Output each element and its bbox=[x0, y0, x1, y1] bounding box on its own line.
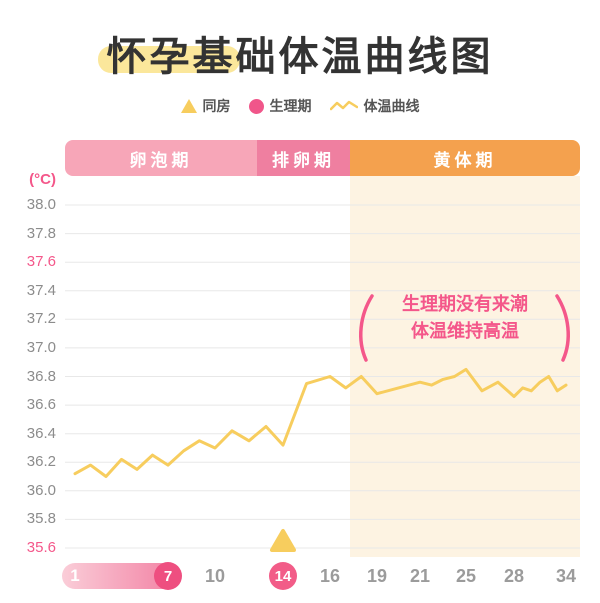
y-tick-label-37.8: 37.8 bbox=[26, 224, 56, 242]
title-highlight bbox=[98, 46, 240, 73]
x-tick-label-16: 16 bbox=[319, 566, 341, 586]
x-tick-label-25: 25 bbox=[455, 566, 477, 586]
legend: 同房 生理期 体温曲线 bbox=[0, 96, 600, 116]
y-tick-label-36.6: 36.6 bbox=[26, 396, 56, 414]
phase-band-3: 黄体期 bbox=[350, 140, 580, 176]
x-tick-circle-7: 7 bbox=[154, 562, 182, 590]
x-tick-label-19: 19 bbox=[366, 566, 388, 586]
annotation-text: 生理期没有来潮 体温维持高温 bbox=[352, 291, 578, 345]
y-tick-label-36.4: 36.4 bbox=[26, 424, 56, 442]
x-tick-label-28: 28 bbox=[503, 566, 525, 586]
y-tick-label-37.2: 37.2 bbox=[26, 310, 56, 328]
x-tick-label-21: 21 bbox=[409, 566, 431, 586]
x-tick-label-10: 10 bbox=[204, 566, 226, 586]
y-tick-label-36.2: 36.2 bbox=[26, 453, 56, 471]
y-tick-label-37.6: 37.6 bbox=[26, 253, 56, 271]
phase-band-1: 卵泡期 bbox=[65, 140, 257, 176]
y-tick-label-38.0: 38.0 bbox=[26, 196, 56, 213]
legend-label-curve: 体温曲线 bbox=[363, 98, 420, 114]
intercourse-triangle-icon bbox=[180, 99, 197, 113]
x-tick-label-1: 1 bbox=[70, 566, 80, 585]
luteal-phase-background bbox=[350, 176, 580, 557]
page-title: 怀孕基础体温曲线图 bbox=[106, 35, 494, 79]
y-tick-label-36.0: 36.0 bbox=[26, 481, 56, 499]
legend-item-intercourse: 同房 bbox=[180, 96, 231, 116]
y-tick-label-35.6: 35.6 bbox=[26, 539, 56, 556]
zigzag-line-icon bbox=[329, 100, 358, 111]
temperature-curve bbox=[73, 367, 568, 478]
annotation-line-2: 体温维持高温 bbox=[411, 321, 519, 341]
phase-band-2: 排卵期 bbox=[257, 140, 350, 176]
legend-label-period: 生理期 bbox=[269, 98, 312, 114]
x-tick-label-34: 34 bbox=[555, 566, 577, 586]
y-tick-label-37.0: 37.0 bbox=[26, 338, 56, 356]
period-circle-icon bbox=[248, 98, 264, 114]
y-tick-label-35.8: 35.8 bbox=[26, 510, 56, 528]
legend-item-curve: 体温曲线 bbox=[329, 96, 420, 116]
y-axis-unit-label: (°C) bbox=[29, 171, 56, 188]
y-tick-label-37.4: 37.4 bbox=[26, 281, 56, 299]
annotation-line-1: 生理期没有来潮 bbox=[402, 294, 528, 314]
legend-label-intercourse: 同房 bbox=[202, 98, 231, 114]
x-tick-circle-14: 14 bbox=[269, 562, 297, 590]
intercourse-marker-day-14 bbox=[270, 529, 296, 552]
y-tick-label-36.8: 36.8 bbox=[26, 367, 56, 385]
legend-item-period: 生理期 bbox=[248, 96, 312, 116]
